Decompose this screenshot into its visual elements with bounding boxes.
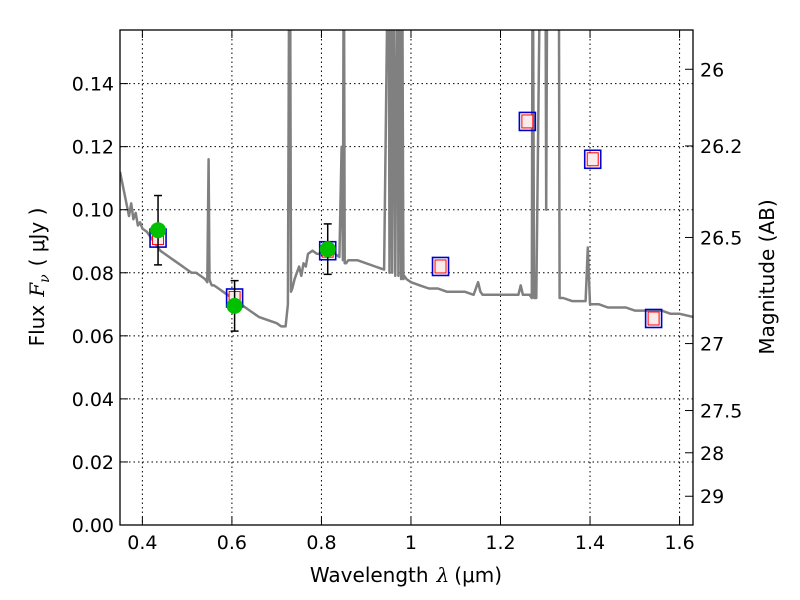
magnitude-axis-ticks: 26 26.2 26.5 27 27.5 28 29 [685, 59, 742, 508]
observed-photometry-point [319, 241, 336, 258]
x-axis-title-text: Wavelength [310, 563, 429, 587]
model-photometry-box-inner [586, 152, 599, 167]
y-tick-label: 0.00 [72, 515, 114, 537]
x-tick-label: 1.4 [575, 532, 605, 554]
magnitude-tick-label: 27 [700, 334, 724, 356]
y-axis-title-unit: ( μJy ) [25, 208, 49, 267]
model-photometry-box-inner [521, 114, 534, 129]
magnitude-tick-label: 26.5 [700, 227, 742, 249]
x-axis-title-unit: (μm) [454, 563, 502, 587]
magnitude-tick-label: 28 [700, 443, 724, 465]
observed-photometry-points [150, 194, 336, 332]
magnitude-tick-label: 29 [700, 486, 724, 508]
y-tick-label: 0.02 [72, 452, 114, 474]
model-photometry-box [518, 111, 537, 132]
x-tick-label: 0.4 [127, 532, 157, 554]
observed-photometry-point [226, 297, 243, 314]
x-tick-label: 0.6 [217, 532, 247, 554]
y-tick-label: 0.06 [72, 326, 114, 348]
x-tick-label: 0.8 [306, 532, 336, 554]
x-tick-label: 1.6 [664, 532, 694, 554]
x-axis-title: Wavelength λ (μm) [310, 563, 502, 587]
y-axis-title-text: Flux [25, 305, 49, 347]
model-photometry-box-inner [647, 311, 660, 326]
x-tick-label: 1.2 [485, 532, 515, 554]
plot-frame [119, 29, 694, 526]
model-photometry-box [431, 256, 450, 277]
x-axis-title-symbol: λ [436, 563, 450, 587]
grid-lines [120, 30, 693, 526]
sed-line [120, 30, 693, 328]
model-photometry-box-inner [434, 259, 447, 274]
observed-photometry-point [150, 222, 167, 239]
x-tick-label: 1 [405, 532, 417, 554]
model-photometry-box [583, 149, 602, 170]
magnitude-tick-label: 26 [700, 59, 724, 81]
y-tick-label: 0.10 [72, 200, 114, 222]
y-tick-label: 0.12 [72, 137, 114, 159]
y-axis-title: Flux Fν ( μJy ) [25, 208, 53, 347]
y-tick-label: 0.04 [72, 389, 114, 411]
x-axis-ticks: 0.4 0.6 0.8 1 1.2 1.4 1.6 [127, 30, 695, 554]
y-tick-label: 0.14 [72, 74, 114, 96]
magnitude-tick-label: 27.5 [700, 401, 742, 423]
y-axis-ticks: 0.00 0.02 0.04 0.06 0.08 0.10 0.12 0.14 [72, 74, 128, 537]
magnitude-axis-title: Magnitude (AB) [755, 199, 779, 354]
magnitude-tick-label: 26.2 [700, 136, 742, 158]
model-photometry-box [644, 308, 663, 329]
y-axis-title-subscript: ν [37, 274, 53, 283]
y-tick-label: 0.08 [72, 263, 114, 285]
y-axis-title-symbol: F [25, 282, 49, 298]
